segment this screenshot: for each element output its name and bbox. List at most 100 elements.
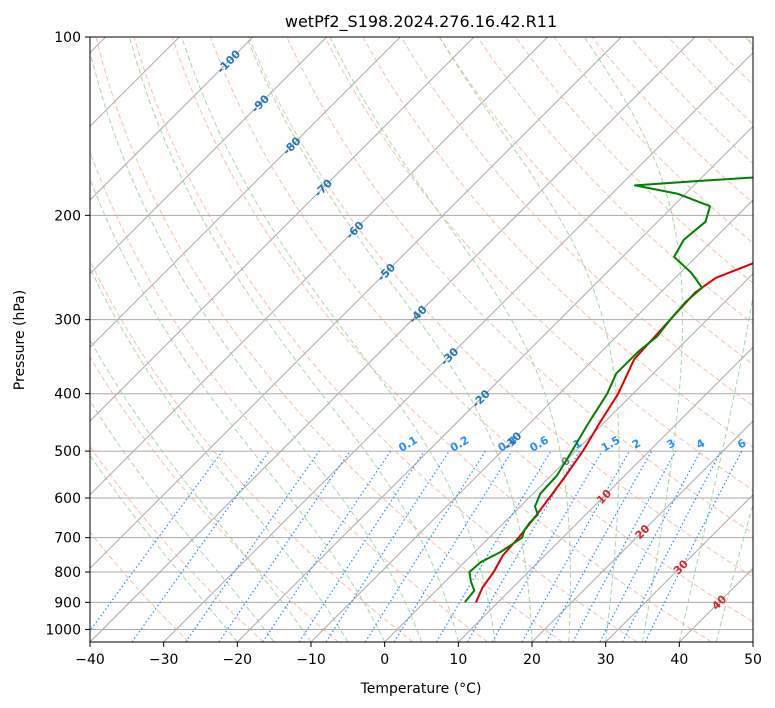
x-tick-label: −40 — [75, 652, 105, 668]
dry-adiabat — [324, 37, 753, 491]
moist-adiabat — [90, 338, 312, 642]
y-tick-label: 200 — [54, 208, 81, 224]
isotherm-line — [90, 37, 475, 422]
y-tick-label: 1000 — [45, 622, 81, 638]
x-axis: −40 −30 −20 −10 0 10 20 30 40 50 — [75, 642, 762, 668]
dry-adiabat — [591, 37, 753, 204]
mixing-ratio-line — [218, 450, 351, 642]
isotherm-line — [457, 346, 753, 642]
dry-adiabat — [210, 37, 753, 623]
dry-adiabat — [706, 37, 753, 86]
mixing-ratio-label: 8 — [762, 437, 775, 452]
x-tick-label: 40 — [670, 652, 688, 668]
isotherm-line — [236, 125, 753, 642]
mixing-ratio-line — [435, 450, 552, 642]
mixing-ratio-line — [262, 450, 392, 642]
grid-lines — [90, 37, 753, 642]
x-tick-label: −20 — [223, 652, 253, 668]
isotherm-line — [752, 641, 753, 642]
y-tick-label: 500 — [54, 444, 81, 460]
isotherm-line — [90, 37, 401, 349]
dry-adiabat — [400, 37, 753, 407]
x-tick-label: 0 — [380, 652, 389, 668]
dry-adiabat — [362, 37, 753, 449]
moist-adiabat — [329, 37, 571, 642]
isotherm-line — [678, 567, 753, 642]
dry-adiabat — [133, 37, 638, 642]
moist-adiabat — [181, 37, 496, 642]
moist-adiabat — [129, 37, 459, 642]
moist-adiabat — [90, 267, 349, 642]
moist-adiabat — [439, 37, 620, 642]
x-tick-label: 20 — [523, 652, 541, 668]
mixing-ratio-line — [298, 450, 425, 642]
y-tick-label: 400 — [54, 387, 81, 403]
y-tick-label: 700 — [54, 531, 81, 547]
x-tick-label: −30 — [149, 652, 179, 668]
chart-title: wetPf2_S198.2024.276.16.42.R11 — [285, 12, 557, 32]
moist-adiabat — [90, 177, 386, 642]
background-lines — [90, 37, 753, 642]
mixing-ratio-label: 2 — [630, 437, 643, 452]
mixing-ratio-line — [90, 450, 223, 632]
mixing-ratio-line — [364, 450, 486, 642]
dry-adiabat — [286, 37, 753, 534]
dry-adiabat — [515, 37, 753, 284]
y-tick-label: 600 — [54, 491, 81, 507]
dry-adiabat — [90, 259, 414, 642]
moist-adiabat — [90, 454, 238, 642]
isotherm-line — [531, 420, 753, 642]
mixing-ratio-line — [185, 450, 320, 642]
mixing-ratio-line — [621, 450, 722, 642]
dry-adiabat — [668, 37, 753, 125]
dry-adiabat — [248, 37, 753, 578]
x-tick-label: −10 — [296, 652, 326, 668]
y-tick-label: 800 — [54, 565, 81, 581]
isotherm-line — [90, 37, 622, 570]
mixing-ratio-label: 3 — [664, 437, 677, 452]
isotherm-line — [90, 37, 549, 496]
x-axis-label: Temperature (°C) — [360, 681, 482, 697]
moist-adiabat — [90, 49, 422, 642]
mixing-ratio-line — [131, 450, 270, 642]
x-tick-label: 10 — [449, 652, 467, 668]
dry-adiabat — [553, 37, 753, 244]
mixing-ratio-label: 6 — [735, 436, 748, 451]
isotherm-line — [90, 37, 696, 642]
isotherm-label: -100 — [215, 47, 244, 76]
dry-adiabat — [438, 37, 753, 365]
moist-adiabat — [246, 37, 533, 642]
mixing-ratio-line — [572, 450, 677, 642]
mixing-ratio-line — [599, 450, 702, 642]
y-tick-label: 100 — [54, 30, 81, 46]
moist-adiabat — [715, 502, 753, 642]
isotherm-line — [384, 272, 753, 642]
mixing-ratio-line — [393, 450, 513, 642]
plot-frame — [89, 36, 754, 643]
mixing-ratio-line — [545, 450, 653, 642]
isotherm-line — [90, 37, 328, 275]
isotherm-label: -90 — [249, 92, 272, 115]
dry-adiabat — [90, 356, 339, 642]
mixing-ratio-line — [325, 450, 450, 642]
isotherm-line — [163, 51, 753, 642]
dry-adiabat — [95, 37, 563, 642]
dewpoint-line — [464, 176, 753, 603]
line-labels: 0.10.20.40.611.52346810131620253036-100-… — [215, 47, 775, 612]
mixing-ratio-line — [491, 450, 603, 642]
isotherm-line — [90, 37, 254, 201]
moist-adiabat — [90, 400, 275, 642]
x-tick-label: 30 — [597, 652, 615, 668]
x-tick-label: 50 — [744, 652, 762, 668]
isotherm-line — [605, 493, 753, 642]
y-axis-label: Pressure (hPa) — [12, 290, 28, 390]
dry-adiabat — [90, 445, 264, 642]
y-tick-label: 300 — [54, 313, 81, 329]
dry-adiabat — [477, 37, 753, 325]
dry-adiabat — [171, 37, 712, 642]
mixing-ratio-line — [521, 450, 631, 642]
dry-adiabat — [90, 531, 190, 642]
dry-adiabat — [90, 150, 488, 642]
dry-adiabat — [744, 37, 753, 47]
